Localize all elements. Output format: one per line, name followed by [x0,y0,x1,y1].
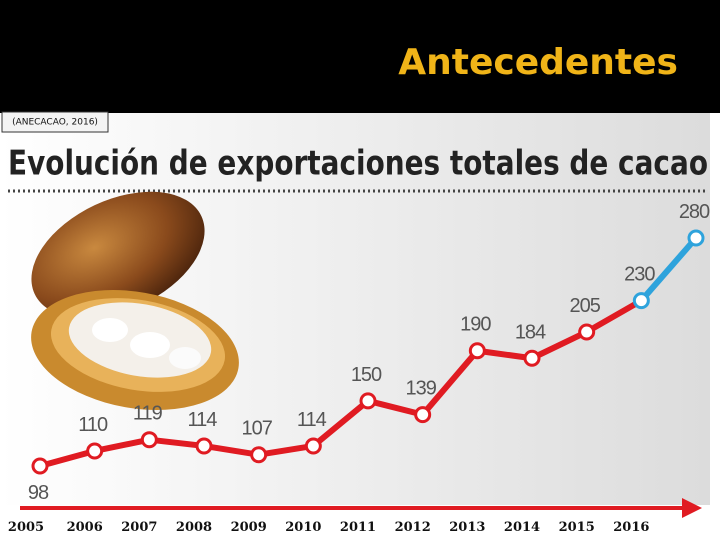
data-label: 139 [405,378,436,400]
chart-title: Evolución de exportaciones totales de ca… [8,144,708,184]
x-tick-label: 2010 [285,520,321,535]
x-tick-label: 2014 [504,520,540,535]
data-label: 110 [78,414,108,436]
point [468,342,486,360]
x-tick-label: 2013 [449,520,485,535]
cocoa-pod [31,191,239,410]
point [304,437,322,455]
x-tick-label: 2009 [231,520,267,535]
point [31,457,49,475]
x-tick-label: 2012 [395,520,431,535]
data-label: 230 [624,264,655,286]
source-label: (ANECACAO, 2016) [12,118,98,128]
x-tick-label: 2008 [176,520,212,535]
header-band [0,0,720,113]
time-arrow-head [682,498,702,518]
slide-title: Antecedentes [398,42,678,83]
point [523,349,541,367]
data-label: 98 [28,482,49,504]
x-tick-label: 2007 [121,520,157,535]
point [414,406,432,424]
point [140,431,158,449]
point [359,392,377,410]
line [39,298,643,469]
data-label: 150 [351,364,382,386]
x-tick-label: 2011 [340,520,376,535]
data-label: 205 [569,295,600,317]
x-tick-label: 2005 [8,520,44,535]
source-box [1,111,109,133]
point [632,292,650,310]
point [578,323,596,341]
data-label: 184 [515,321,546,343]
point [195,437,213,455]
projection-line [639,236,699,303]
point [250,446,268,464]
x-tick-label: 2015 [559,520,595,535]
data-label: 280 [679,201,710,223]
point [687,229,705,247]
data-label: 190 [460,314,491,336]
data-label: 114 [188,409,218,431]
x-tick-label: 2006 [67,520,103,535]
data-label: 114 [297,409,327,431]
x-tick-label: 2016 [613,520,649,535]
point [86,442,104,460]
data-label: 119 [133,403,163,425]
data-label: 107 [241,418,272,440]
